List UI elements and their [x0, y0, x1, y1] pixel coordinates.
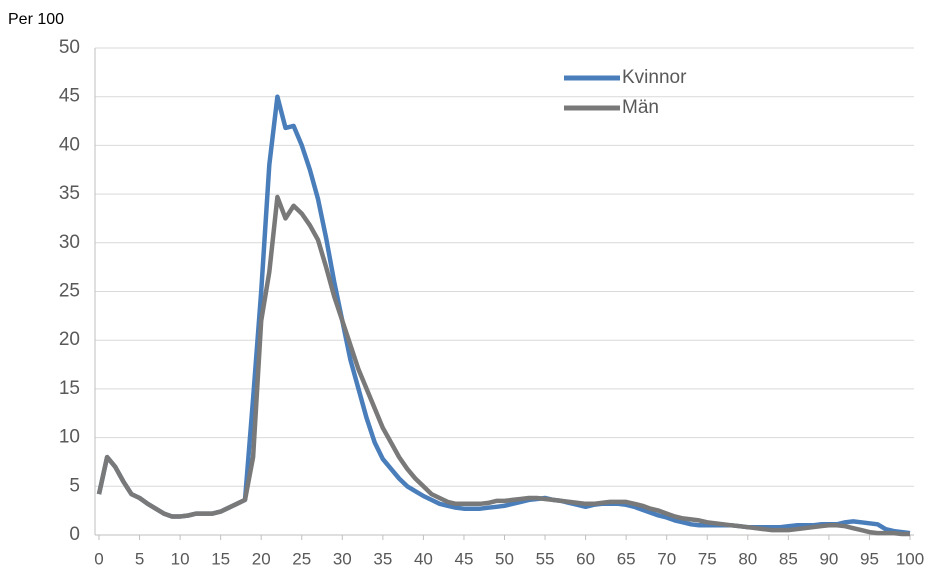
y-tick-label: 30: [59, 232, 80, 253]
x-tick-label: 35: [373, 549, 392, 568]
x-tick-label: 5: [135, 549, 144, 568]
y-tick-label: 0: [69, 524, 80, 545]
x-tick-label: 25: [292, 549, 311, 568]
y-tick-label: 35: [59, 183, 80, 204]
x-tick-label: 65: [617, 549, 636, 568]
y-tick-label: 5: [69, 475, 80, 496]
x-tick-label: 20: [252, 549, 271, 568]
x-tick-label: 100: [896, 549, 924, 568]
y-tick-label: 10: [59, 427, 80, 448]
x-tick-label: 30: [333, 549, 352, 568]
x-tick-label: 80: [738, 549, 757, 568]
x-tick-label: 95: [860, 549, 879, 568]
data-line: [96, 194, 910, 537]
legend-label: Män: [622, 97, 659, 118]
x-tick-label: 55: [536, 549, 555, 568]
y-axis-label: Per 100: [8, 11, 64, 28]
x-tick-label: 0: [94, 549, 103, 568]
x-tick-label: 75: [698, 549, 717, 568]
y-tick-label: 20: [59, 329, 80, 350]
y-tick-label: 40: [59, 134, 80, 155]
x-tick-label: 70: [657, 549, 676, 568]
y-tick-label: 45: [59, 86, 80, 107]
legend-label: Kvinnor: [622, 67, 687, 88]
x-tick-label: 85: [779, 549, 798, 568]
x-tick-label: 40: [414, 549, 433, 568]
x-tick-label: 10: [171, 549, 190, 568]
x-tick-label: 50: [495, 549, 514, 568]
x-tick-label: 90: [819, 549, 838, 568]
data-line: [96, 94, 911, 536]
y-tick-label: 50: [59, 37, 80, 58]
y-tick-label: 15: [59, 378, 80, 399]
y-tick-label: 25: [59, 281, 80, 302]
x-tick-label: 45: [454, 549, 473, 568]
x-tick-label: 60: [576, 549, 595, 568]
x-tick-label: 15: [211, 549, 230, 568]
